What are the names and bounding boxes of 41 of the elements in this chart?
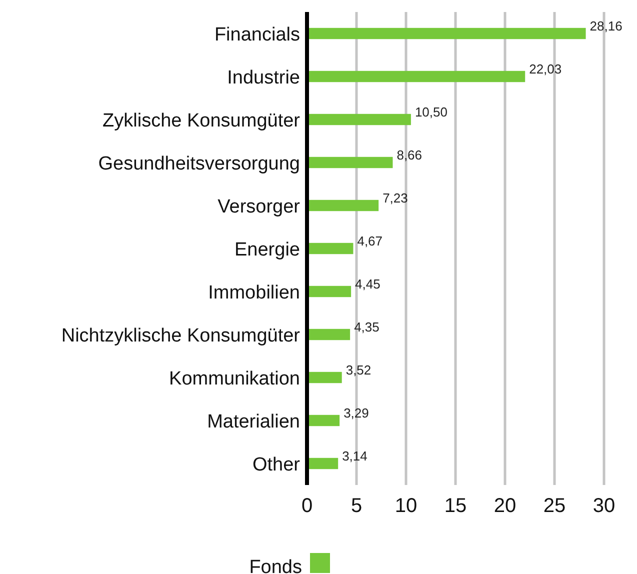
y-tick-label: Materialien	[207, 412, 300, 432]
bar	[307, 286, 352, 298]
bar	[307, 156, 393, 168]
data-label: 4,67	[357, 234, 383, 248]
legend-label: Fonds	[249, 557, 302, 574]
x-tick-label: 30	[592, 495, 616, 517]
data-label: 28,16	[590, 18, 622, 34]
data-label: 7,23	[382, 190, 408, 206]
bar	[307, 458, 338, 470]
data-label: 3,14	[342, 448, 368, 464]
bar	[307, 414, 340, 426]
y-tick-label: Nichtzyklische Konsumgüter	[61, 326, 301, 346]
bar	[307, 28, 586, 40]
bar	[307, 372, 342, 384]
y-tick-label: Industrie	[227, 68, 300, 88]
x-tick-label: 10	[394, 495, 418, 517]
bar	[307, 70, 526, 82]
bar	[307, 200, 379, 212]
x-tick-label: 25	[543, 495, 566, 517]
bar	[307, 328, 350, 340]
data-label: 4,45	[355, 276, 380, 292]
data-label: 8,66	[396, 148, 422, 162]
data-label: 3,29	[344, 406, 369, 420]
data-label: 4,35	[354, 320, 380, 334]
y-tick-label: Zyklische Konsumgüter	[102, 110, 301, 132]
data-label: 22,03	[529, 62, 562, 76]
y-tick-label: Financials	[214, 24, 300, 46]
x-tick-label: 15	[444, 495, 467, 517]
y-tick-label: Gesundheitsversorgung	[98, 154, 300, 174]
y-tick-label: Other	[252, 454, 301, 476]
x-tick-label: 0	[301, 495, 313, 517]
x-tick-label: 20	[494, 495, 516, 517]
y-tick-label: Energie	[234, 240, 300, 260]
y-tick-label: Kommunikation	[169, 368, 300, 390]
data-label: 3,52	[346, 362, 372, 378]
y-tick-label: Versorger	[218, 196, 301, 218]
y-tick-label: Immobilien	[208, 282, 300, 304]
x-tick-label: 5	[350, 495, 362, 517]
data-label: 10,50	[414, 104, 448, 120]
bar	[307, 242, 354, 254]
bar	[307, 114, 411, 126]
